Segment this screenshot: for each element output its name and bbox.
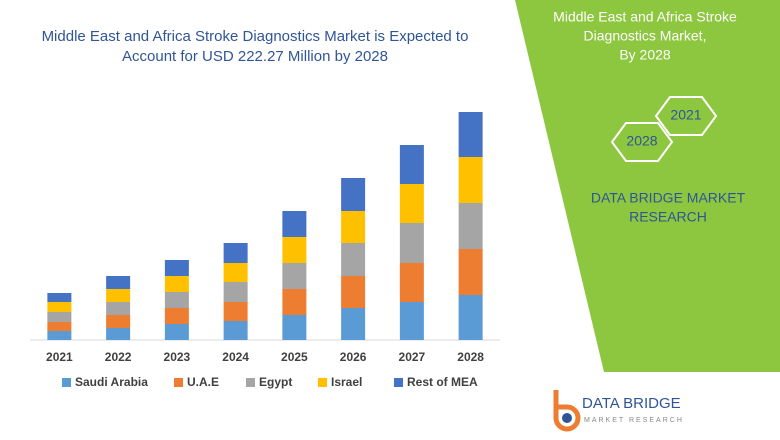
logo-mark bbox=[562, 413, 572, 423]
bar-segment bbox=[341, 178, 366, 211]
chart-title: Middle East and Africa Stroke Diagnostic… bbox=[42, 28, 469, 45]
logo-tagline: MARKET RESEARCH bbox=[584, 417, 684, 424]
panel-title: Middle East and Africa Stroke bbox=[553, 9, 737, 25]
legend-swatch bbox=[62, 378, 71, 387]
legend-swatch bbox=[174, 378, 183, 387]
legend-label: Egypt bbox=[259, 375, 292, 389]
x-tick-label: 2027 bbox=[399, 350, 426, 364]
bar-segment bbox=[223, 302, 248, 321]
bar-segment bbox=[106, 289, 131, 302]
hexagon bbox=[610, 122, 674, 162]
bar-segment bbox=[341, 211, 366, 243]
bar-segment bbox=[399, 223, 424, 263]
bar-segment bbox=[458, 157, 483, 203]
bar-segment bbox=[458, 295, 483, 340]
green-panel bbox=[515, 0, 780, 372]
bar-segment bbox=[341, 276, 366, 308]
brand: RESEARCH bbox=[629, 209, 707, 225]
bar-segment bbox=[164, 308, 189, 324]
bar-segment bbox=[106, 315, 131, 328]
bar-segment bbox=[282, 237, 307, 263]
bar-segment bbox=[399, 145, 424, 184]
logo-name: DATA BRIDGE bbox=[582, 395, 681, 412]
bar-segment bbox=[399, 263, 424, 302]
x-tick-label: 2021 bbox=[46, 350, 73, 364]
bar-segment bbox=[47, 331, 72, 340]
bar-segment bbox=[341, 243, 366, 276]
bar-segment bbox=[282, 289, 307, 315]
bar-segment bbox=[47, 322, 72, 331]
legend-label: Saudi Arabia bbox=[75, 375, 148, 389]
legend-label: Rest of MEA bbox=[407, 375, 478, 389]
legend-swatch bbox=[394, 378, 403, 387]
bar-segment bbox=[282, 211, 307, 237]
x-tick-label: 2025 bbox=[281, 350, 308, 364]
hex-year: 2021 bbox=[670, 107, 701, 123]
bar-segment bbox=[164, 324, 189, 340]
legend-label: U.A.E bbox=[187, 375, 219, 389]
legend-swatch bbox=[246, 378, 255, 387]
bar-segment bbox=[282, 263, 307, 289]
bar-segment bbox=[399, 302, 424, 340]
bar-segment bbox=[164, 276, 189, 292]
chart-title: Account for USD 222.27 Million by 2028 bbox=[122, 48, 388, 65]
bar-segment bbox=[282, 315, 307, 340]
bar-segment bbox=[106, 276, 131, 289]
hex-year: 2028 bbox=[626, 133, 657, 149]
bar-segment bbox=[47, 293, 72, 302]
bar-segment bbox=[47, 302, 72, 312]
bar-segment bbox=[458, 203, 483, 249]
x-tick-label: 2026 bbox=[340, 350, 367, 364]
x-tick-label: 2024 bbox=[222, 350, 249, 364]
logo-mark bbox=[553, 390, 581, 432]
bar-segment bbox=[223, 243, 248, 263]
bar-segment bbox=[223, 263, 248, 282]
bar-segment bbox=[106, 302, 131, 315]
brand: DATA BRIDGE MARKET bbox=[591, 190, 746, 206]
panel-title: Diagnostics Market, bbox=[584, 28, 707, 44]
bar-segment bbox=[223, 282, 248, 302]
bar-segment bbox=[341, 308, 366, 340]
x-tick-label: 2028 bbox=[457, 350, 484, 364]
bar-segment bbox=[47, 312, 72, 322]
bar-segment bbox=[106, 328, 131, 340]
hexagon bbox=[654, 96, 718, 136]
legend-label: Israel bbox=[331, 375, 362, 389]
legend-swatch bbox=[318, 378, 327, 387]
bar-segment bbox=[164, 260, 189, 276]
bar-segment bbox=[458, 249, 483, 295]
bar-segment bbox=[223, 321, 248, 340]
x-tick-label: 2023 bbox=[164, 350, 191, 364]
bar-segment bbox=[164, 292, 189, 308]
x-tick-label: 2022 bbox=[105, 350, 132, 364]
panel-title: By 2028 bbox=[619, 47, 671, 63]
bar-segment bbox=[458, 112, 483, 157]
bar-segment bbox=[399, 184, 424, 223]
